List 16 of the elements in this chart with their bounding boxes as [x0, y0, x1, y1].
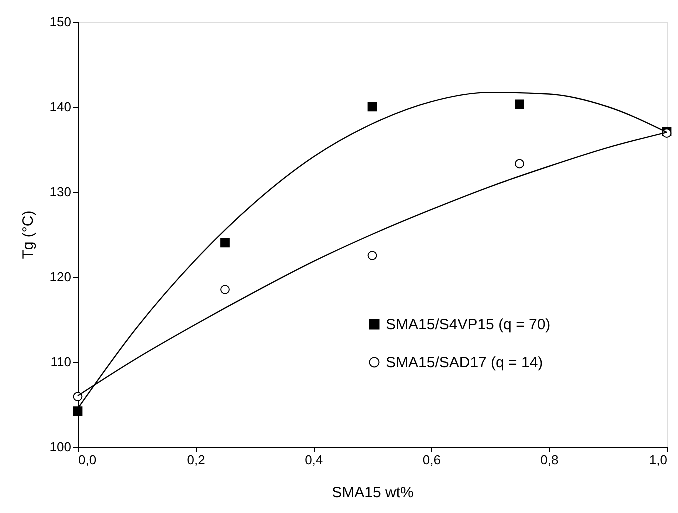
x-tick-label: 0,2 — [187, 452, 206, 468]
y-tick-label: 120 — [50, 270, 72, 284]
y-axis-title: Tg (°C) — [20, 210, 37, 260]
x-tick-label: 0,6 — [422, 452, 441, 468]
x-tick-label: 0,0 — [78, 452, 97, 468]
y-tick-label: 110 — [50, 354, 72, 370]
x-tick-label: 1,0 — [649, 452, 668, 468]
x-axis-title: SMA15 wt% — [332, 484, 414, 502]
y-tick-label: 100 — [50, 440, 72, 454]
x-tick-label: 0,4 — [305, 452, 324, 468]
legend-label: SMA15/S4VP15 (q = 70) — [386, 316, 551, 334]
y-tick-label: 140 — [50, 100, 72, 114]
legend-label: SMA15/SAD17 (q = 14) — [386, 354, 544, 372]
y-tick-label: 150 — [50, 14, 72, 30]
x-tick-label: 0,8 — [540, 452, 559, 468]
y-tick-label: 130 — [50, 184, 72, 200]
